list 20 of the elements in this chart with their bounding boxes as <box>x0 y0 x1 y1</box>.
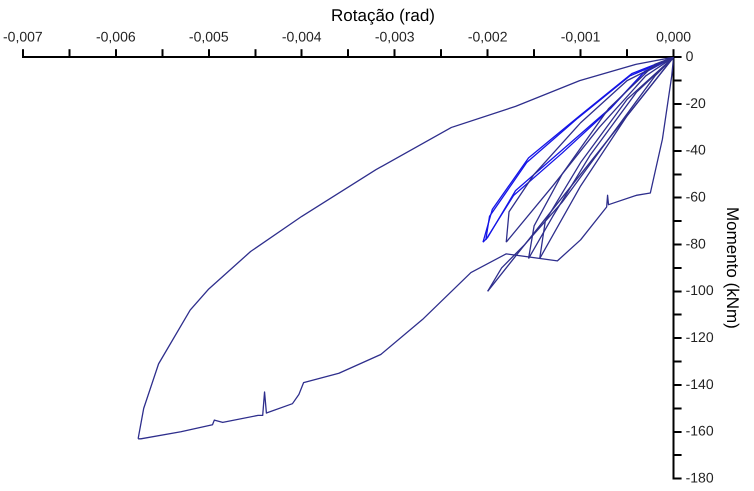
x-tick-label: -0,002 <box>468 28 508 45</box>
x-tick-label: -0,004 <box>282 28 322 45</box>
y-tick-label: -140 <box>686 376 714 392</box>
x-tick-label: -0,005 <box>188 28 229 45</box>
chart-title: Rotação (rad) <box>331 6 435 25</box>
x-tick-label: -0,001 <box>560 28 601 45</box>
x-tick-label: -0,006 <box>96 28 136 45</box>
y-tick-label: -180 <box>686 469 714 486</box>
y-tick-label: -120 <box>686 328 714 345</box>
x-tick-label: 0,000 <box>656 28 692 45</box>
x-tick-label: -0,007 <box>2 28 43 45</box>
y-tick-label: -100 <box>686 282 714 298</box>
y-tick-label: -60 <box>686 188 706 205</box>
y-tick-label: -40 <box>686 142 706 158</box>
y-tick-label: -160 <box>686 422 714 439</box>
x-tick-label: -0,003 <box>374 28 415 45</box>
y-tick-label: 0 <box>686 48 694 64</box>
y-axis-title: Momento (kNm) <box>723 206 742 329</box>
y-tick-label: -80 <box>686 235 706 252</box>
y-tick-label: -20 <box>686 94 706 111</box>
